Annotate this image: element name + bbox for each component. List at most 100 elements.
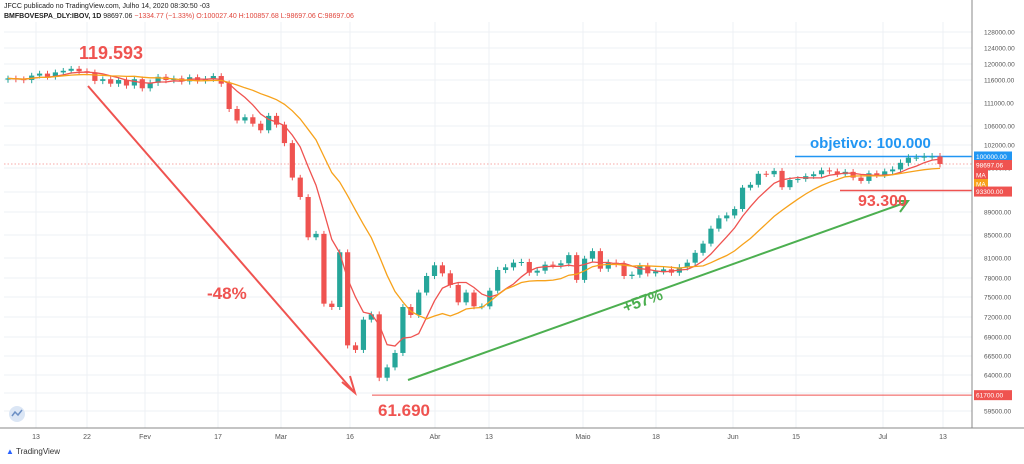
y-tick-label: 78000.00: [984, 276, 1011, 283]
candle-body: [597, 251, 603, 269]
candle-body: [834, 171, 840, 175]
price-tag: [974, 390, 1012, 401]
tradingview-logo[interactable]: ▲ TradingView: [6, 447, 60, 456]
rise-label: +57%: [621, 287, 666, 317]
x-tick-label: Fev: [139, 434, 151, 441]
candle-body: [739, 187, 746, 209]
tv-watermark-icon: [9, 406, 25, 422]
candle-body: [937, 156, 943, 164]
ma-fast-line: [7, 71, 941, 347]
x-tick-label: Jul: [879, 434, 888, 441]
candle-body: [337, 252, 343, 307]
x-tick-label: 13: [939, 434, 947, 441]
y-tick-label: 85000.00: [984, 233, 1011, 240]
candle-body: [826, 170, 833, 172]
peak-label: 119.593: [79, 43, 143, 63]
price-tag-text: 61700.00: [976, 393, 1003, 400]
x-tick-label: 16: [346, 434, 354, 441]
candle-body: [653, 271, 659, 274]
x-tick-label: Abr: [430, 434, 442, 441]
candle-body: [471, 292, 477, 307]
candle-body: [534, 270, 540, 273]
x-tick-label: Maio: [575, 434, 590, 441]
drop-label: -48%: [207, 284, 247, 303]
candle-body: [131, 79, 137, 86]
price-tag: [974, 151, 1012, 162]
x-tick-label: 15: [792, 434, 800, 441]
candle-body: [581, 258, 588, 280]
candle-body: [882, 171, 888, 176]
candle-body: [684, 262, 690, 268]
candle-body: [360, 319, 367, 350]
price-tag: [974, 186, 1012, 197]
rise-arrow-head: [895, 200, 910, 213]
candle-body: [463, 292, 469, 303]
candle-body: [921, 156, 927, 158]
candle-body: [589, 251, 596, 259]
target-label: objetivo: 100.000: [810, 135, 931, 152]
candle-body: [376, 314, 382, 378]
candle-body: [242, 117, 248, 121]
price-change: −1334.77 (−1.33%): [134, 13, 195, 20]
y-tick-label: 64000.00: [984, 373, 1011, 380]
y-tick-label: 120000.00: [984, 62, 1015, 69]
candle-body: [660, 269, 667, 272]
drop-arrow-head: [341, 375, 357, 396]
candle-body: [724, 215, 730, 219]
y-tick-label: 128000.00: [984, 30, 1015, 37]
candle-body: [345, 252, 351, 346]
candle-body: [384, 367, 390, 378]
candle-body: [210, 76, 216, 79]
annotations: 119.593 61.690 -48% +57% objetivo: 100.0…: [79, 43, 931, 420]
price-tag-text: MA: [976, 173, 986, 180]
rise-arrow-line: [407, 201, 908, 381]
symbol-name: BMFBOVESPA_DLY:IBOV, 1D: [4, 13, 102, 20]
ma-slow-line: [7, 73, 941, 320]
candle-body: [574, 255, 580, 280]
candle-body: [250, 117, 256, 124]
candle-body: [700, 243, 706, 253]
candle-body: [755, 173, 761, 185]
candle-body: [123, 80, 130, 86]
grid: [4, 22, 972, 428]
candle-body: [108, 79, 114, 84]
candle-body: [305, 197, 311, 238]
candle-body: [637, 266, 643, 275]
candles: [5, 65, 943, 382]
candle-body: [36, 73, 43, 76]
candle-body: [447, 273, 453, 285]
candle-body: [76, 68, 82, 72]
candle-body: [234, 108, 240, 121]
candle-body: [897, 162, 904, 170]
candle-body: [502, 267, 509, 270]
symbol-line: BMFBOVESPA_DLY:IBOV, 1D 98697.06 −1334.7…: [4, 12, 354, 21]
price-tag-text: 93300.00: [976, 189, 1003, 196]
candle-body: [858, 177, 864, 181]
candle-body: [732, 209, 738, 216]
y-tick-label: 66500.00: [984, 354, 1011, 361]
bottom-label: 61.690: [378, 401, 430, 420]
price-tag: [974, 170, 988, 180]
candle-body: [100, 79, 106, 81]
candle-body: [621, 264, 627, 276]
price-tag-text: 98697.06: [976, 162, 1003, 169]
candle-body: [281, 124, 288, 144]
y-tick-label: 106000.00: [984, 124, 1015, 131]
candle-body: [605, 262, 611, 269]
candle-body: [139, 79, 145, 89]
candle-body: [510, 262, 517, 268]
candle-body: [890, 169, 896, 172]
y-tick-label: 124000.00: [984, 46, 1015, 53]
candle-body: [313, 233, 319, 238]
candle-body: [795, 179, 801, 181]
candle-body: [155, 76, 161, 83]
x-tick-label: 22: [83, 434, 91, 441]
candle-body: [44, 73, 51, 77]
candle-body: [352, 345, 359, 350]
x-tick-label: 18: [652, 434, 660, 441]
candle-body: [226, 83, 232, 109]
candle-body: [811, 174, 817, 177]
ohlc-values: O:100027.40 H:100857.68 L:98697.06 C:986…: [196, 13, 354, 20]
